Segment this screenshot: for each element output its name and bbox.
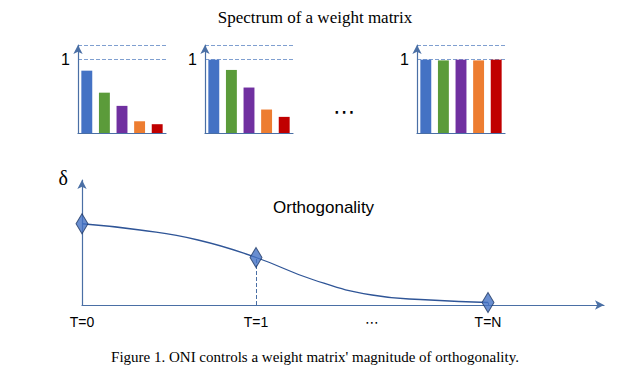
svg-text:Orthogonality: Orthogonality: [273, 198, 375, 217]
svg-text:T=1: T=1: [244, 314, 269, 330]
svg-text:T=N: T=N: [475, 314, 502, 330]
svg-text:1: 1: [188, 51, 197, 68]
svg-text:⋯: ⋯: [333, 99, 355, 124]
svg-text:Figure 1. ONI controls a weigh: Figure 1. ONI controls a weight matrix' …: [111, 349, 519, 365]
svg-text:T=0: T=0: [70, 314, 95, 330]
svg-text:⋯: ⋯: [365, 314, 379, 330]
svg-text:Spectrum of a weight matrix: Spectrum of a weight matrix: [218, 8, 413, 27]
svg-text:δ: δ: [59, 167, 68, 189]
svg-text:1: 1: [400, 51, 409, 68]
svg-text:1: 1: [61, 51, 70, 68]
